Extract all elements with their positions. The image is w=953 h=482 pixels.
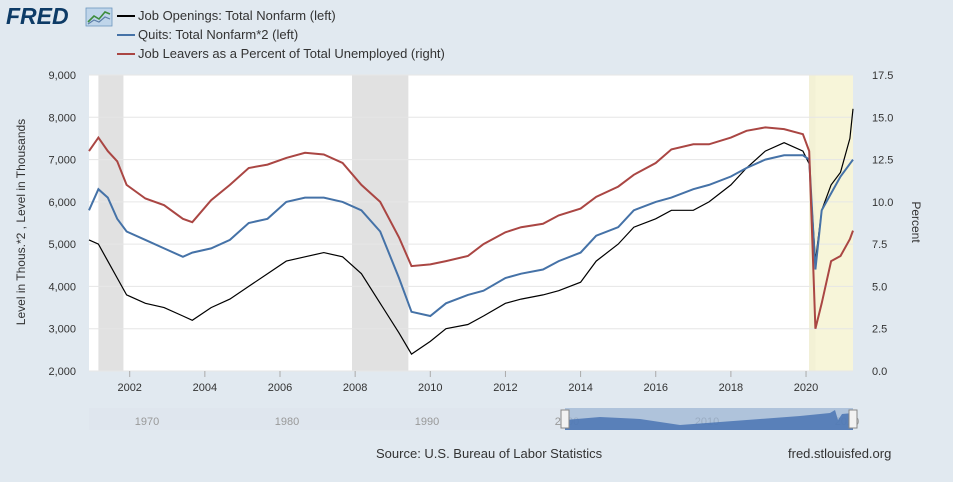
navigator-year-label: 1990 xyxy=(415,416,439,428)
x-tick-label: 2016 xyxy=(643,382,667,394)
legend-item-job-openings[interactable]: Job Openings: Total Nonfarm (left) xyxy=(117,6,445,25)
series-line xyxy=(88,154,854,318)
x-tick-label: 2018 xyxy=(719,382,743,394)
navigator-year-label: 1980 xyxy=(275,416,299,428)
x-axis-ticks: 2002 2004 2006 2008 2010 2012 2014 2016 2018 2020 xyxy=(117,371,818,394)
navigator-series xyxy=(565,410,853,430)
x-tick-label: 2006 xyxy=(268,382,292,394)
legend-swatch-quits xyxy=(117,33,135,36)
y-left-tick-label: 9,000 xyxy=(48,70,76,82)
fred-url-link[interactable]: fred.stlouisfed.org xyxy=(788,446,892,461)
legend-label: Job Openings: Total Nonfarm (left) xyxy=(138,8,336,23)
y-right-tick-label: 15.0 xyxy=(872,112,893,124)
x-tick-label: 2020 xyxy=(794,382,818,394)
y-right-tick-label: 5.0 xyxy=(872,281,887,293)
y-left-tick-label: 8,000 xyxy=(48,112,76,124)
series-line xyxy=(88,126,854,329)
navigator-right-handle[interactable] xyxy=(848,409,858,429)
legend-item-job-leavers[interactable]: Job Leavers as a Percent of Total Unempl… xyxy=(117,44,445,63)
y-left-tick-label: 2,000 xyxy=(48,366,76,378)
y-right-tick-label: 17.5 xyxy=(872,70,893,82)
chart-area[interactable]: 2,000 3,000 4,000 5,000 6,000 7,000 8,000 9,000… xyxy=(0,0,953,440)
left-axis-ticks: 2,000 3,000 4,000 5,000 6,000 7,000 8,000 9,000 xyxy=(48,70,76,378)
navigator[interactable]: 197019801990200020102020 xyxy=(89,408,859,430)
x-tick-label: 2010 xyxy=(418,382,442,394)
plot-background xyxy=(89,75,853,371)
y-right-tick-label: 12.5 xyxy=(872,155,893,167)
x-tick-label: 2014 xyxy=(568,382,592,394)
fred-logo-text: FRED xyxy=(6,3,69,29)
y-right-tick-label: 0.0 xyxy=(872,366,887,378)
right-axis-ticks: 0.0 2.5 5.0 7.5 10.0 12.5 15.0 17.5 xyxy=(872,70,893,378)
logo-chart-icon xyxy=(85,7,113,27)
y-right-tick-label: 7.5 xyxy=(872,239,887,251)
y-left-tick-label: 7,000 xyxy=(48,155,76,167)
series-lines xyxy=(88,108,854,355)
y-left-tick-label: 3,000 xyxy=(48,324,76,336)
x-tick-label: 2012 xyxy=(493,382,517,394)
gridlines xyxy=(89,74,853,372)
x-tick-label: 2008 xyxy=(343,382,367,394)
recession-band xyxy=(352,75,409,371)
legend-swatch-job-leavers xyxy=(117,52,135,55)
legend-label: Job Leavers as a Percent of Total Unempl… xyxy=(138,46,445,61)
y-left-tick-label: 4,000 xyxy=(48,281,76,293)
x-tick-label: 2004 xyxy=(193,382,217,394)
source-note: Source: U.S. Bureau of Labor Statistics xyxy=(376,446,603,461)
y-right-tick-label: 2.5 xyxy=(872,324,887,336)
y-left-axis-label: Level in Thous.*2 , Level in Thousands xyxy=(14,119,28,325)
chart-legend: Job Openings: Total Nonfarm (left) Quits… xyxy=(117,6,445,63)
series-line xyxy=(88,108,854,355)
legend-item-quits[interactable]: Quits: Total Nonfarm*2 (left) xyxy=(117,25,445,44)
legend-swatch-job-openings xyxy=(117,14,135,17)
legend-label: Quits: Total Nonfarm*2 (left) xyxy=(138,27,299,42)
y-left-tick-label: 5,000 xyxy=(48,239,76,251)
y-right-axis-label: Percent xyxy=(909,201,923,243)
fred-logo[interactable]: FRED xyxy=(6,2,116,32)
y-right-tick-label: 10.0 xyxy=(872,197,893,209)
y-left-tick-label: 6,000 xyxy=(48,197,76,209)
navigator-left-handle[interactable] xyxy=(560,409,570,429)
x-tick-label: 2002 xyxy=(117,382,141,394)
navigator-year-label: 1970 xyxy=(135,416,159,428)
